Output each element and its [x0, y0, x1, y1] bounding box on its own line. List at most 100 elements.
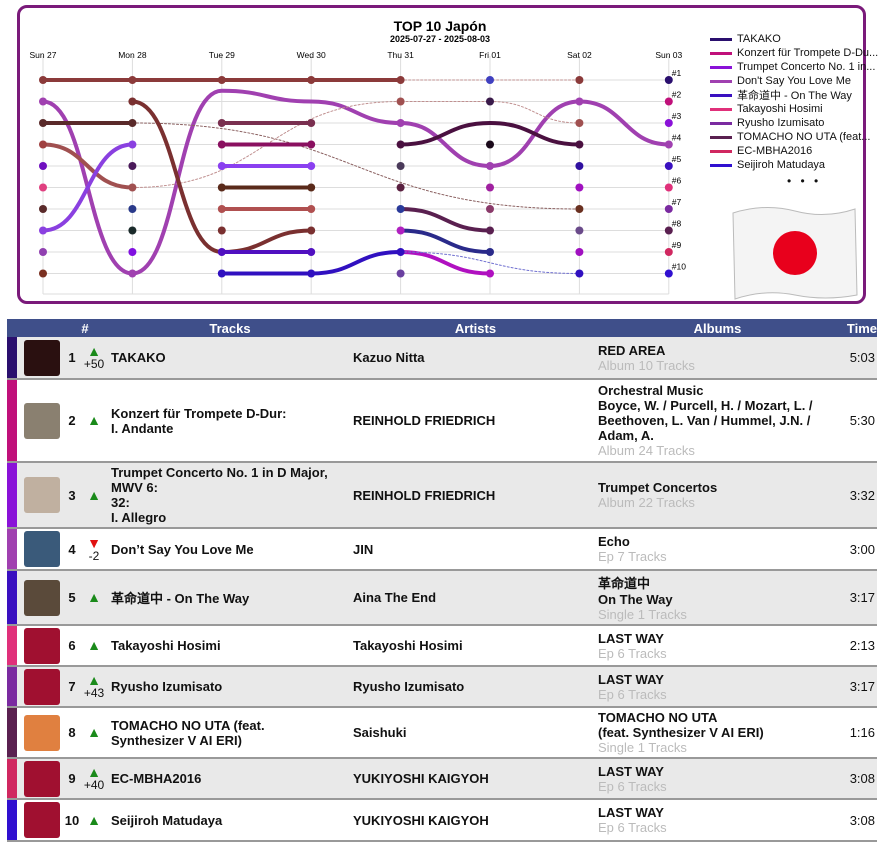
- rank-label: #6: [672, 176, 682, 186]
- album-cover[interactable]: [24, 477, 60, 513]
- rank-number: 7: [63, 666, 81, 708]
- album-cover[interactable]: [24, 627, 60, 664]
- legend-swatch: [710, 37, 732, 41]
- day-label: Tue 29: [209, 50, 235, 60]
- legend-item[interactable]: Ryusho Izumisato: [710, 116, 878, 130]
- legend-label: Konzert für Trompete D-Du...: [737, 47, 879, 59]
- row-color-bar: [7, 666, 17, 708]
- rank-change: ▲: [81, 570, 107, 626]
- album-title: LAST WAY: [598, 671, 664, 687]
- legend-item[interactable]: TOMACHO NO UTA (feat...: [710, 130, 878, 144]
- track-title[interactable]: Seijiroh Matudaya: [107, 799, 353, 842]
- track-title[interactable]: Don’t Say You Love Me: [107, 528, 353, 571]
- table-row[interactable]: 6 ▲ Takayoshi Hosimi Takayoshi Hosimi LA…: [7, 625, 877, 667]
- artist-name[interactable]: Saishuki: [353, 707, 598, 759]
- rank-dot: [396, 269, 405, 278]
- track-duration: 3:08: [837, 799, 877, 842]
- album-cover[interactable]: [24, 402, 60, 439]
- album-cell[interactable]: RED AREA Album 10 Tracks: [598, 337, 837, 380]
- album-cell[interactable]: LAST WAY Ep 6 Tracks: [598, 758, 837, 800]
- chart-legend: TAKAKO Konzert für Trompete D-Du... Trumpe…: [710, 32, 878, 188]
- rank-change: ▲ +43: [81, 666, 107, 708]
- album-cell[interactable]: Trumpet Concertos Album 22 Tracks: [598, 462, 837, 529]
- series-line: [398, 207, 492, 233]
- track-title[interactable]: EC-MBHA2016: [107, 758, 353, 800]
- legend-item[interactable]: TAKAKO: [710, 32, 878, 46]
- album-cover[interactable]: [24, 579, 60, 616]
- legend-item[interactable]: Takayoshi Hosimi: [710, 102, 878, 116]
- album-cell[interactable]: TOMACHO NO UTA (feat. Synthesizer V AI E…: [598, 707, 837, 759]
- album-title: LAST WAY: [598, 763, 664, 779]
- album-cover[interactable]: [24, 714, 60, 751]
- table-row[interactable]: 1 ▲ +50 TAKAKO Kazuo Nitta RED AREA Album …: [7, 337, 877, 380]
- album-cell[interactable]: LAST WAY Ep 6 Tracks: [598, 799, 837, 842]
- artist-name[interactable]: Ryusho Izumisato: [353, 666, 598, 708]
- table-row[interactable]: 4 ▼ -2 Don’t Say You Love Me JIN Echo Ep 7…: [7, 528, 877, 571]
- rank-dot: [307, 162, 316, 170]
- rank-dot: [575, 97, 584, 106]
- album-cover[interactable]: [24, 802, 60, 838]
- legend-more[interactable]: • • •: [786, 174, 822, 188]
- legend-item[interactable]: EC-MBHA2016: [710, 144, 878, 158]
- album-cover[interactable]: [24, 339, 60, 376]
- album-cell[interactable]: Echo Ep 7 Tracks: [598, 528, 837, 571]
- track-title[interactable]: TAKAKO: [107, 337, 353, 380]
- artist-name[interactable]: YUKIYOSHI KAIGYOH: [353, 758, 598, 800]
- track-title-text: Konzert für Trompete D-Dur: I. Andante: [111, 405, 287, 436]
- album-cell[interactable]: 革命道中 On The Way Single 1 Tracks: [598, 570, 837, 626]
- album-cover[interactable]: [24, 531, 60, 567]
- artist-name[interactable]: JIN: [353, 528, 598, 571]
- track-title[interactable]: Ryusho Izumisato: [107, 666, 353, 708]
- track-title[interactable]: TOMACHO NO UTA (feat. Synthesizer V AI E…: [107, 707, 353, 759]
- table-row[interactable]: 7 ▲ +43 Ryusho Izumisato Ryusho Izumisato…: [7, 666, 877, 708]
- row-color-bar: [7, 570, 17, 626]
- rank-dot: [217, 269, 226, 278]
- table-row[interactable]: 2 ▲ Konzert für Trompete D-Dur: I. Andan…: [7, 379, 877, 463]
- rank-up-icon: ▲: [87, 343, 101, 359]
- legend-item[interactable]: Trumpet Concerto No. 1 in...: [710, 60, 878, 74]
- rank-number: 5: [63, 570, 81, 626]
- track-title[interactable]: Takayoshi Hosimi: [107, 625, 353, 667]
- table-row[interactable]: 8 ▲ TOMACHO NO UTA (feat. Synthesizer V …: [7, 707, 877, 759]
- track-title[interactable]: 革命道中 - On The Way: [107, 570, 353, 626]
- legend-label: Ryusho Izumisato: [737, 117, 825, 129]
- artist-name[interactable]: Kazuo Nitta: [353, 337, 598, 380]
- header-artists: Artists: [353, 319, 598, 337]
- artist-name[interactable]: REINHOLD FRIEDRICH: [353, 379, 598, 463]
- album-cell[interactable]: LAST WAY Ep 6 Tracks: [598, 625, 837, 667]
- japan-flag-icon: [732, 207, 858, 300]
- track-duration: 2:13: [837, 625, 877, 667]
- rank-dot: [396, 140, 405, 149]
- artist-name[interactable]: Takayoshi Hosimi: [353, 625, 598, 667]
- table-row[interactable]: 5 ▲ 革命道中 - On The Way Aina The End 革命道中 …: [7, 570, 877, 626]
- rank-number: 6: [63, 625, 81, 667]
- rank-dot: [396, 162, 405, 170]
- album-cover[interactable]: [24, 760, 60, 797]
- track-duration: 5:30: [837, 379, 877, 463]
- rank-change: ▲: [81, 799, 107, 842]
- artist-name[interactable]: YUKIYOSHI KAIGYOH: [353, 799, 598, 842]
- rank-dot: [486, 248, 494, 256]
- rank-dot: [128, 76, 137, 84]
- rank-label: #3: [672, 111, 682, 121]
- track-title[interactable]: Konzert für Trompete D-Dur: I. Andante: [107, 379, 353, 463]
- artist-name[interactable]: Aina The End: [353, 570, 598, 626]
- legend-item[interactable]: 革命道中 - On The Way: [710, 88, 878, 102]
- table-row[interactable]: 9 ▲ +40 EC-MBHA2016 YUKIYOSHI KAIGYOH LAS…: [7, 758, 877, 800]
- album-info: Ep 6 Tracks: [598, 778, 667, 794]
- legend-item[interactable]: Konzert für Trompete D-Du...: [710, 46, 878, 60]
- album-cell[interactable]: LAST WAY Ep 6 Tracks: [598, 666, 837, 708]
- album-cell[interactable]: Orchestral Music Boyce, W. / Purcell, H.…: [598, 379, 837, 463]
- album-cover[interactable]: [24, 668, 60, 705]
- rank-up-icon: ▲: [87, 589, 101, 605]
- rank-dot: [39, 183, 47, 192]
- legend-item[interactable]: Seijiroh Matudaya: [710, 158, 878, 172]
- track-title[interactable]: Trumpet Concerto No. 1 in D Major, MWV 6…: [107, 462, 353, 529]
- table-row[interactable]: 3 ▲ Trumpet Concerto No. 1 in D Major, M…: [7, 462, 877, 529]
- artist-name[interactable]: REINHOLD FRIEDRICH: [353, 462, 598, 529]
- table-row[interactable]: 10 ▲ Seijiroh Matudaya YUKIYOSHI KAIGYOH…: [7, 799, 877, 842]
- legend-label: Takayoshi Hosimi: [737, 103, 823, 115]
- legend-item[interactable]: Don't Say You Love Me: [710, 74, 878, 88]
- header-albums: Albums: [598, 319, 837, 337]
